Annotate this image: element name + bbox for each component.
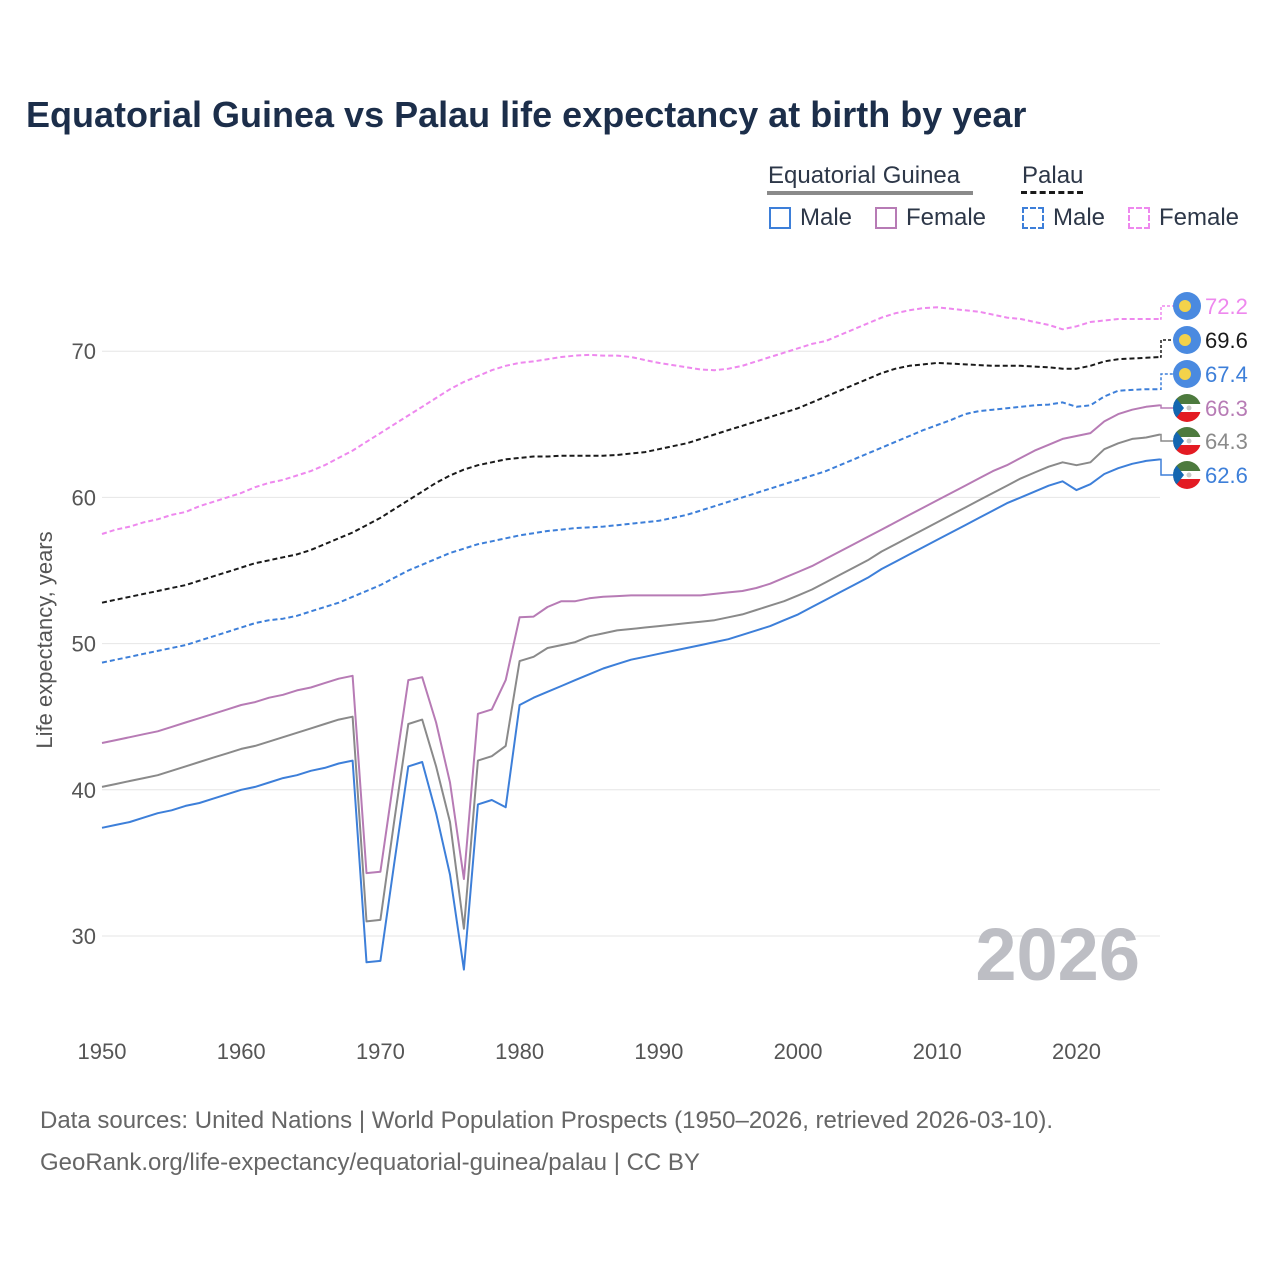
x-tick-label-1950: 1950 [78,1039,127,1064]
flag-eg-red-stripe [1173,412,1201,422]
leader-line-palau-female [1160,305,1173,320]
flag-equatorial-guinea-total [1173,427,1201,455]
y-tick-label-30: 30 [72,924,96,949]
x-tick-label-2020: 2020 [1052,1039,1101,1064]
flag-eg-emblem [1186,472,1192,478]
end-label-palau-female: 72.2 [1205,294,1248,319]
leader-line-equatorial-guinea-male [1160,458,1173,476]
series-line-equatorial-guinea-male [101,458,1161,971]
y-tick-label-60: 60 [72,485,96,510]
x-tick-label-1980: 1980 [495,1039,544,1064]
flag-eg-red-stripe [1173,445,1201,455]
series-line-equatorial-guinea [101,433,1161,930]
flag-eg-green-stripe [1173,427,1201,437]
x-axis-ticks: 1950 1960 1970 1980 1990 2000 2010 2020 [78,1039,1101,1064]
flag-palau-total [1173,326,1201,354]
x-tick-label-1960: 1960 [217,1039,266,1064]
flag-equatorial-guinea-body [1173,427,1201,455]
y-axis-label: Life expectancy, years [32,531,57,748]
leader-line-palau-male [1160,373,1173,390]
end-label-palau-male: 67.4 [1205,362,1248,387]
end-label-palau: 69.6 [1205,328,1248,353]
flag-equatorial-guinea-body [1173,394,1201,422]
x-tick-label-2010: 2010 [913,1039,962,1064]
flag-palau-male [1173,360,1201,388]
series-line-palau [101,356,1161,604]
flag-eg-green-stripe [1173,394,1201,404]
leader-line-palau [1160,339,1173,358]
source-line-1: Data sources: United Nations | World Pop… [40,1107,1054,1134]
flag-palau-moon [1179,300,1191,312]
source-line-2: GeoRank.org/life-expectancy/equatorial-g… [40,1149,700,1176]
flag-palau-female [1173,292,1201,320]
series-line-palau-female [101,306,1160,535]
flag-equatorial-guinea-body [1173,461,1201,489]
flag-eg-red-stripe [1173,479,1201,489]
flag-equatorial-guinea-female [1173,394,1201,422]
grid [102,350,1160,937]
end-label-equatorial-guinea: 64.3 [1205,429,1248,454]
x-tick-label-1970: 1970 [356,1039,405,1064]
flag-eg-emblem [1186,438,1192,444]
end-label-equatorial-guinea-female: 66.3 [1205,396,1248,421]
end-labels: 72.2 69.6 67.4 66.3 64.3 62.6 [1160,292,1248,489]
chart-title: Equatorial Guinea vs Palau life expectan… [26,94,1027,135]
x-tick-label-1990: 1990 [634,1039,683,1064]
flag-eg-blue-triangle [1173,461,1184,489]
y-axis-ticks: 30 40 50 60 70 [72,339,96,949]
year-label: 2026 [975,913,1140,996]
flag-eg-blue-triangle [1173,394,1184,422]
series-line-equatorial-guinea-female [101,404,1161,880]
y-tick-label-40: 40 [72,778,96,803]
leader-line-equatorial-guinea [1160,433,1173,442]
flag-equatorial-guinea-male [1173,461,1201,489]
end-label-equatorial-guinea-male: 62.6 [1205,463,1248,488]
y-tick-label-50: 50 [72,632,96,657]
y-tick-label-70: 70 [72,339,96,364]
flag-eg-green-stripe [1173,461,1201,471]
flag-eg-blue-triangle [1173,427,1184,455]
line-chart: 30 40 50 60 70 1950 1960 1970 1980 1990 2000 2010 2… [32,292,1248,1064]
series-lines [101,306,1161,971]
flag-palau-moon [1179,368,1191,380]
series-line-palau-male [101,388,1160,664]
flag-palau-moon [1179,334,1191,346]
x-tick-label-2000: 2000 [774,1039,823,1064]
flag-eg-emblem [1186,405,1192,411]
leader-line-equatorial-guinea-female [1160,404,1173,409]
